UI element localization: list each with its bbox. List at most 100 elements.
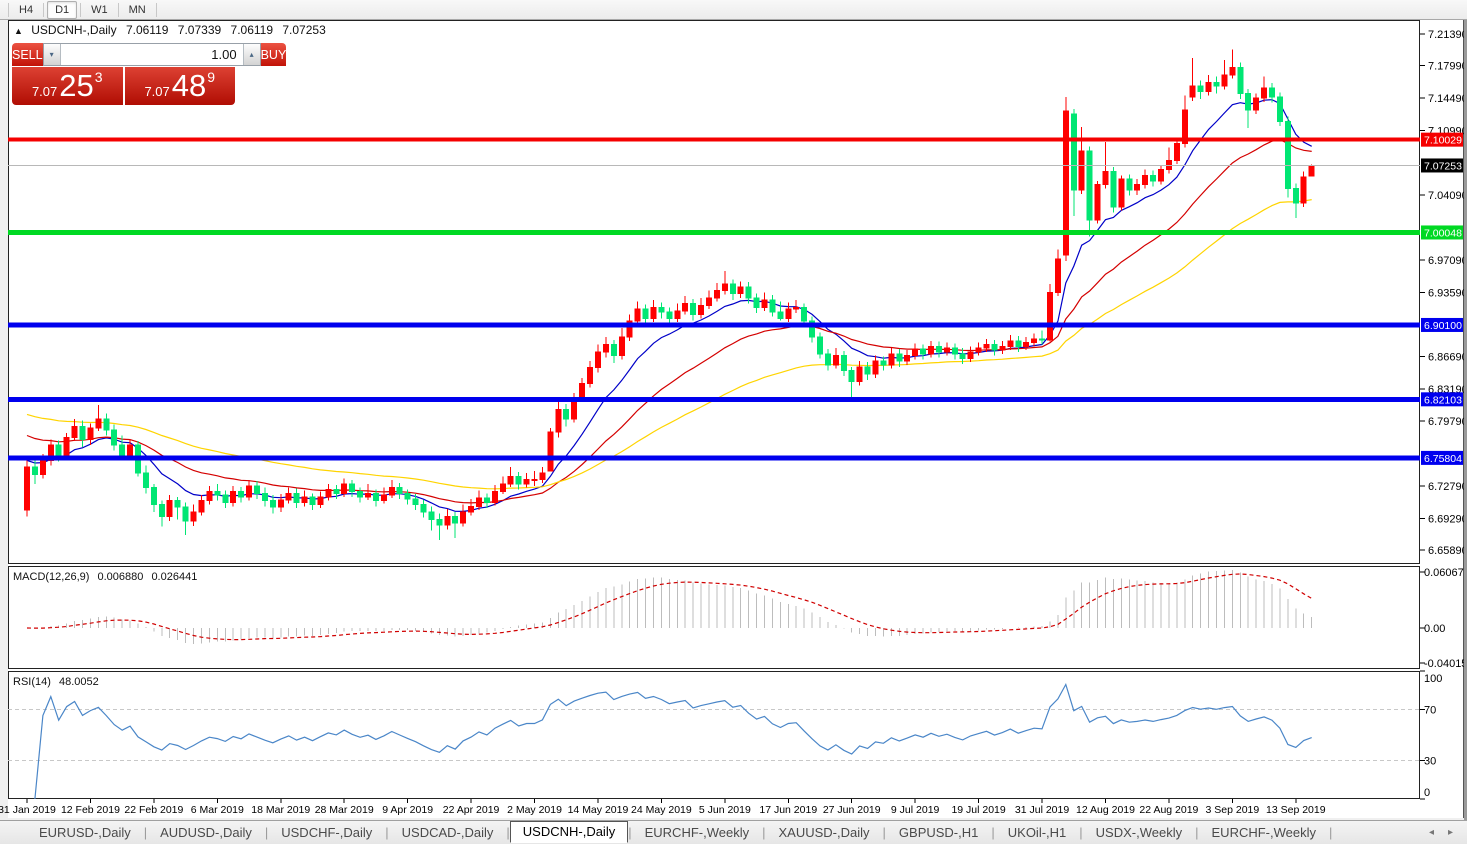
candle bbox=[1197, 80, 1204, 100]
rsi-line bbox=[34, 682, 1312, 800]
macd-name: MACD(12,26,9) bbox=[13, 571, 90, 583]
candle bbox=[587, 361, 594, 388]
timeframe-button-mn[interactable]: MN bbox=[128, 3, 146, 16]
date-tick-label: 9 Apr 2019 bbox=[382, 804, 433, 816]
date-tick-label: 22 Aug 2019 bbox=[1139, 804, 1198, 816]
date-tick-label: 24 May 2019 bbox=[631, 804, 692, 816]
chart-tab-eurusd-daily[interactable]: EURUSD-,Daily bbox=[39, 825, 131, 840]
candle bbox=[1292, 183, 1299, 219]
tab-separator: | bbox=[762, 825, 766, 840]
candle bbox=[182, 502, 189, 536]
candle bbox=[1189, 58, 1196, 101]
sell-price-button[interactable]: 7.07 25 3 bbox=[12, 67, 123, 105]
date-tick-label: 13 Sep 2019 bbox=[1266, 804, 1326, 816]
candle bbox=[753, 293, 760, 313]
sell-price-point: 3 bbox=[94, 69, 103, 85]
candle bbox=[801, 303, 808, 326]
candle bbox=[745, 282, 752, 304]
candle bbox=[555, 400, 562, 438]
candle bbox=[983, 338, 990, 352]
macd-pane-frame bbox=[8, 566, 1420, 669]
axis-tick-label: 6.79790 bbox=[1428, 416, 1467, 428]
candle bbox=[1094, 180, 1101, 224]
axis-tick-label: 6.93590 bbox=[1428, 288, 1467, 300]
date-tick-label: 27 Jun 2019 bbox=[823, 804, 881, 816]
axis-tick-label: 7.21390 bbox=[1428, 29, 1467, 41]
candle bbox=[943, 342, 950, 356]
date-tick-label: 19 Jul 2019 bbox=[951, 804, 1005, 816]
collapse-panel-arrow[interactable]: ▲ bbox=[14, 26, 23, 36]
candle bbox=[935, 341, 942, 358]
candle bbox=[166, 495, 173, 522]
macd-axis-label: 0.00 bbox=[1424, 623, 1445, 635]
candle bbox=[761, 292, 768, 312]
candle bbox=[1046, 284, 1053, 342]
chart-tab-usdchf-daily[interactable]: USDCHF-,Daily bbox=[281, 825, 373, 840]
volume-input[interactable] bbox=[60, 44, 243, 65]
chart-tab-xauusd-daily[interactable]: XAUUSD-,Daily bbox=[778, 825, 870, 840]
candle bbox=[1054, 249, 1061, 297]
tab-scroll-left-icon[interactable]: ◂ bbox=[1428, 827, 1434, 838]
volume-decrease-button[interactable]: ▾ bbox=[43, 44, 61, 65]
candle bbox=[24, 459, 30, 517]
candle bbox=[769, 295, 776, 317]
candle bbox=[531, 470, 538, 486]
timeframe-button-d1[interactable]: D1 bbox=[47, 0, 78, 19]
candle bbox=[634, 301, 641, 326]
candle bbox=[460, 504, 467, 527]
axis-badge-7.00048: 7.00048 bbox=[1421, 225, 1463, 240]
svg-text:6.82103: 6.82103 bbox=[1424, 394, 1462, 406]
macd-value-signal: 0.026441 bbox=[151, 571, 198, 583]
candle bbox=[357, 487, 364, 503]
candle bbox=[1213, 76, 1220, 94]
candle bbox=[896, 349, 903, 367]
date-tick-label: 12 Feb 2019 bbox=[61, 804, 120, 816]
candle bbox=[1237, 62, 1244, 100]
candle bbox=[856, 361, 863, 386]
candle bbox=[920, 344, 927, 360]
buy-price-button[interactable]: 7.07 48 9 bbox=[124, 67, 235, 105]
sell-button[interactable]: SELL bbox=[12, 43, 43, 66]
volume-increase-button[interactable]: ▴ bbox=[242, 44, 260, 65]
candle bbox=[1205, 74, 1212, 96]
date-tick-label: 22 Apr 2019 bbox=[443, 804, 500, 816]
chart-tab-usdcnh-daily[interactable]: USDCNH-,Daily bbox=[509, 820, 629, 843]
chart-tab-usdx-weekly[interactable]: USDX-,Weekly bbox=[1095, 825, 1183, 840]
timeframe-button-w1[interactable]: W1 bbox=[91, 3, 108, 16]
candle bbox=[277, 494, 284, 512]
candle bbox=[309, 493, 316, 510]
date-tick-label: 17 Jun 2019 bbox=[759, 804, 817, 816]
candle bbox=[412, 494, 419, 510]
candle bbox=[95, 404, 102, 431]
chart-tab-ukoil-h1[interactable]: UKOil-,H1 bbox=[1007, 825, 1067, 840]
candle bbox=[87, 423, 94, 445]
tab-scroll-right-icon[interactable]: ▸ bbox=[1447, 827, 1453, 838]
chart-tab-audusd-daily[interactable]: AUDUSD-,Daily bbox=[160, 825, 252, 840]
axis-tick-label: 6.69290 bbox=[1428, 513, 1467, 525]
candle bbox=[230, 485, 237, 507]
date-tick-label: 31 Jan 2019 bbox=[0, 804, 56, 816]
date-tick-label: 6 Mar 2019 bbox=[191, 804, 244, 816]
timeframe-button-h4[interactable]: H4 bbox=[19, 3, 34, 16]
volume-spinner: ▾ ▴ bbox=[42, 43, 261, 66]
candle bbox=[499, 476, 506, 495]
candle bbox=[539, 467, 546, 484]
candle bbox=[364, 483, 371, 500]
candle bbox=[444, 509, 451, 530]
chart-tab-eurchf-weekly[interactable]: EURCHF-,Weekly bbox=[1211, 825, 1317, 840]
candle bbox=[1118, 175, 1125, 211]
candle bbox=[832, 348, 839, 369]
candle bbox=[190, 504, 197, 526]
toolbar-separator bbox=[80, 2, 82, 17]
candle bbox=[515, 471, 522, 490]
main-pane-frame bbox=[8, 20, 1420, 564]
chart-tab-usdcad-daily[interactable]: USDCAD-,Daily bbox=[401, 825, 494, 840]
candle bbox=[1023, 337, 1030, 351]
candle bbox=[1245, 88, 1252, 128]
chart-tab-gbpusd-h1[interactable]: GBPUSD-,H1 bbox=[898, 825, 979, 840]
chart-tab-eurchf-weekly[interactable]: EURCHF-,Weekly bbox=[644, 825, 750, 840]
buy-button[interactable]: BUY bbox=[260, 43, 287, 66]
candle bbox=[79, 420, 86, 447]
